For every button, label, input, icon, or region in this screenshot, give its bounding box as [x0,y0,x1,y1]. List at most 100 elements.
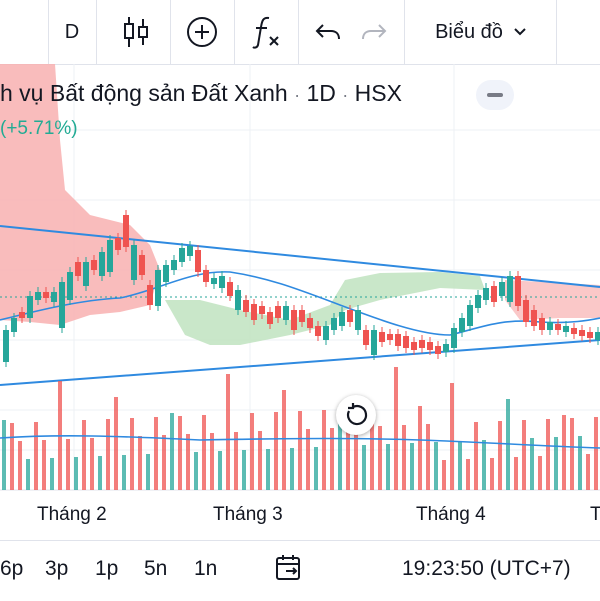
interval-button[interactable]: D [64,20,80,43]
candle-body [11,318,17,332]
candles-icon[interactable] [110,0,162,64]
volume-bar [362,445,366,490]
volume-average-line [0,435,600,449]
candle-body [187,246,193,256]
candle-body [379,332,385,342]
minus-icon [487,93,503,97]
candle-body [571,328,577,334]
volume-bar [266,449,270,490]
undo-icon[interactable] [306,0,350,64]
candle-body [147,285,153,305]
volume-bar [402,425,406,490]
volume-bars [0,367,600,490]
candle-body [587,332,593,338]
volume-bar [570,418,574,490]
candle-body [515,276,521,306]
indicators-fx-icon[interactable] [240,0,292,64]
candle-body [235,290,241,310]
price-chart[interactable] [0,64,600,536]
candle-body [507,276,513,302]
resistance-trendline [0,225,600,288]
candle-body [163,265,169,282]
candle-body [451,328,457,348]
volume-bar [546,419,550,490]
range-button-5d[interactable]: 5n [144,557,168,580]
volume-bar [226,374,230,490]
volume-bar [490,458,494,490]
candle-body [475,295,481,308]
volume-bar [234,432,238,490]
volume-bar [378,426,382,490]
candle-body [363,330,369,345]
volume-bar [218,451,222,490]
volume-bar [538,456,542,490]
goto-date-icon[interactable] [274,553,304,583]
cloud-bearish [0,64,160,325]
volume-bar [82,420,86,490]
volume-bar [530,438,534,490]
candle-body [595,332,600,340]
volume-bar [442,460,446,490]
candle-body [83,262,89,286]
candle-body [579,330,585,336]
volume-bar [434,442,438,490]
candle-body [115,238,121,250]
candle-body [411,342,417,350]
range-button-6m[interactable]: 6p [0,557,24,580]
candle-body [155,270,161,306]
candle-body [339,312,345,326]
volume-bar [586,454,590,490]
toolbar-separator [298,0,299,64]
range-button-3m[interactable]: 3p [45,557,69,580]
candle-body [523,300,529,322]
candle-body [275,306,281,318]
volume-bar [50,458,54,490]
candle-body [251,304,257,320]
candle-body [347,310,353,322]
volume-bar [130,418,134,490]
volume-bar [594,417,598,490]
candle-body [139,255,145,275]
symbol-legend[interactable]: h vụ Bất động sản Đất Xanh · 1D · HSX [0,80,402,107]
chart-layout-dropdown[interactable]: Biểu đồ [406,0,556,64]
candle-body [43,292,49,298]
add-indicator-icon[interactable] [176,0,228,64]
time-axis-label: T [590,504,600,525]
volume-bar [298,411,302,490]
reset-chart-button[interactable] [336,395,376,435]
volume-bar [74,457,78,490]
candle-body [283,306,289,320]
candle-body [531,310,537,326]
candle-body [171,260,177,270]
candle-body [467,305,473,326]
volume-bar [514,457,518,490]
range-button-1d[interactable]: 1n [194,557,218,580]
legend-separator: · [342,85,349,105]
volume-bar [394,367,398,490]
volume-bar [482,440,486,490]
legend-collapse-button[interactable] [476,80,514,110]
range-button-1m[interactable]: 1p [95,557,119,580]
volume-bar [418,406,422,490]
candle-body [547,322,553,330]
candle-body [403,336,409,348]
volume-bar [154,417,158,490]
chart-pane[interactable] [0,64,600,536]
candle-body [435,346,441,354]
bottom-toolbar [0,540,600,601]
timezone-clock[interactable]: 19:23:50 (UTC+7) [402,557,571,580]
candle-body [203,270,209,282]
volume-bar [98,456,102,490]
candle-body [19,312,25,318]
redo-icon[interactable] [352,0,396,64]
candle-body [75,262,81,276]
volume-bar [290,448,294,490]
volume-bar [186,434,190,490]
candle-body [227,282,233,296]
volume-bar [10,423,14,490]
volume-bar [522,420,526,490]
toolbar-separator [556,0,557,64]
volume-bar [122,455,126,490]
chart-layout-label: Biểu đồ [435,20,503,43]
toolbar-separator [404,0,405,64]
